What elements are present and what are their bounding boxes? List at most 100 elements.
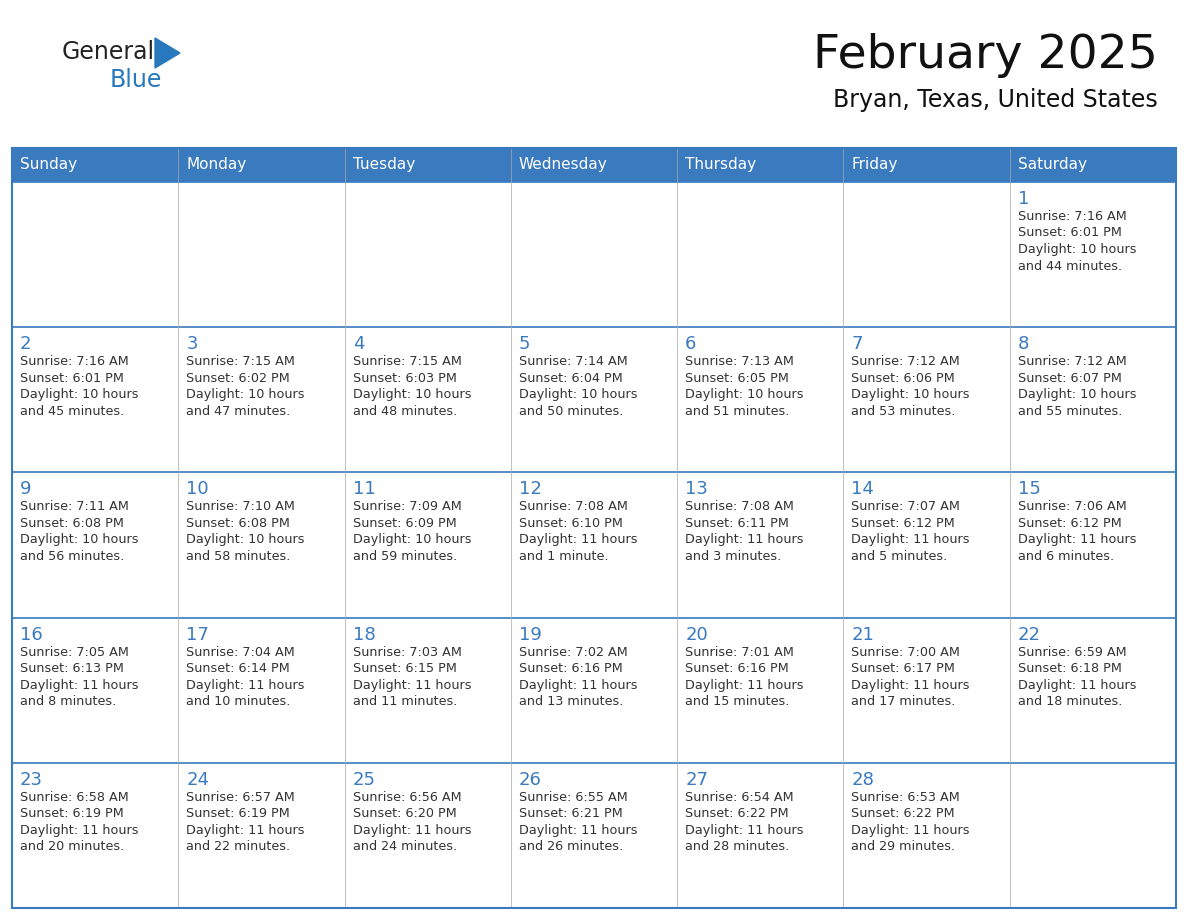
Text: Sunrise: 7:08 AM: Sunrise: 7:08 AM	[685, 500, 794, 513]
Text: Sunrise: 7:16 AM: Sunrise: 7:16 AM	[1018, 210, 1126, 223]
Text: Sunrise: 7:12 AM: Sunrise: 7:12 AM	[852, 355, 960, 368]
Text: 21: 21	[852, 625, 874, 644]
Text: Daylight: 11 hours: Daylight: 11 hours	[685, 823, 803, 837]
Text: Sunset: 6:22 PM: Sunset: 6:22 PM	[852, 807, 955, 821]
Text: Sunrise: 6:55 AM: Sunrise: 6:55 AM	[519, 790, 627, 804]
Text: Sunset: 6:15 PM: Sunset: 6:15 PM	[353, 662, 456, 675]
Text: Sunset: 6:13 PM: Sunset: 6:13 PM	[20, 662, 124, 675]
Text: Daylight: 10 hours: Daylight: 10 hours	[353, 388, 472, 401]
Text: 3: 3	[187, 335, 197, 353]
Text: Sunset: 6:01 PM: Sunset: 6:01 PM	[1018, 227, 1121, 240]
Text: Tuesday: Tuesday	[353, 158, 415, 173]
Text: 27: 27	[685, 771, 708, 789]
Text: Daylight: 11 hours: Daylight: 11 hours	[685, 678, 803, 691]
Text: and 15 minutes.: and 15 minutes.	[685, 695, 790, 708]
Text: 7: 7	[852, 335, 862, 353]
Text: and 58 minutes.: and 58 minutes.	[187, 550, 291, 563]
Text: Sunrise: 7:07 AM: Sunrise: 7:07 AM	[852, 500, 960, 513]
Text: Sunrise: 7:13 AM: Sunrise: 7:13 AM	[685, 355, 794, 368]
Text: Sunrise: 7:11 AM: Sunrise: 7:11 AM	[20, 500, 128, 513]
Text: Sunset: 6:19 PM: Sunset: 6:19 PM	[187, 807, 290, 821]
Text: Sunset: 6:20 PM: Sunset: 6:20 PM	[353, 807, 456, 821]
Text: 10: 10	[187, 480, 209, 498]
Text: Sunset: 6:18 PM: Sunset: 6:18 PM	[1018, 662, 1121, 675]
Text: Daylight: 10 hours: Daylight: 10 hours	[20, 533, 139, 546]
Text: and 10 minutes.: and 10 minutes.	[187, 695, 291, 708]
Text: Daylight: 11 hours: Daylight: 11 hours	[353, 678, 472, 691]
Text: Sunrise: 6:58 AM: Sunrise: 6:58 AM	[20, 790, 128, 804]
Text: Sunrise: 7:04 AM: Sunrise: 7:04 AM	[187, 645, 295, 658]
Text: Saturday: Saturday	[1018, 158, 1087, 173]
Text: Sunrise: 7:08 AM: Sunrise: 7:08 AM	[519, 500, 627, 513]
Text: Sunset: 6:03 PM: Sunset: 6:03 PM	[353, 372, 456, 385]
Text: Daylight: 11 hours: Daylight: 11 hours	[685, 533, 803, 546]
Text: and 51 minutes.: and 51 minutes.	[685, 405, 790, 418]
Text: Sunrise: 6:54 AM: Sunrise: 6:54 AM	[685, 790, 794, 804]
Text: and 24 minutes.: and 24 minutes.	[353, 840, 456, 854]
Text: Sunset: 6:16 PM: Sunset: 6:16 PM	[519, 662, 623, 675]
Text: and 17 minutes.: and 17 minutes.	[852, 695, 956, 708]
Text: Sunrise: 7:15 AM: Sunrise: 7:15 AM	[187, 355, 295, 368]
Text: 2: 2	[20, 335, 32, 353]
Text: Sunrise: 7:09 AM: Sunrise: 7:09 AM	[353, 500, 461, 513]
Text: Daylight: 10 hours: Daylight: 10 hours	[353, 533, 472, 546]
Text: and 45 minutes.: and 45 minutes.	[20, 405, 125, 418]
Text: Daylight: 11 hours: Daylight: 11 hours	[852, 678, 969, 691]
Text: 17: 17	[187, 625, 209, 644]
Text: Sunrise: 7:15 AM: Sunrise: 7:15 AM	[353, 355, 461, 368]
Text: Daylight: 11 hours: Daylight: 11 hours	[519, 533, 637, 546]
Text: Daylight: 10 hours: Daylight: 10 hours	[20, 388, 139, 401]
Text: Sunset: 6:02 PM: Sunset: 6:02 PM	[187, 372, 290, 385]
Text: and 22 minutes.: and 22 minutes.	[187, 840, 290, 854]
Text: Daylight: 10 hours: Daylight: 10 hours	[519, 388, 637, 401]
Text: 8: 8	[1018, 335, 1029, 353]
Text: General: General	[62, 40, 156, 64]
Text: and 3 minutes.: and 3 minutes.	[685, 550, 782, 563]
Text: and 20 minutes.: and 20 minutes.	[20, 840, 125, 854]
Text: Sunset: 6:12 PM: Sunset: 6:12 PM	[1018, 517, 1121, 530]
Text: Daylight: 10 hours: Daylight: 10 hours	[187, 388, 305, 401]
Text: Sunset: 6:19 PM: Sunset: 6:19 PM	[20, 807, 124, 821]
Text: 18: 18	[353, 625, 375, 644]
Text: Daylight: 11 hours: Daylight: 11 hours	[1018, 533, 1136, 546]
Text: Sunrise: 7:01 AM: Sunrise: 7:01 AM	[685, 645, 794, 658]
Text: Sunset: 6:21 PM: Sunset: 6:21 PM	[519, 807, 623, 821]
Text: 23: 23	[20, 771, 43, 789]
Text: Sunset: 6:08 PM: Sunset: 6:08 PM	[187, 517, 290, 530]
Text: Sunrise: 7:00 AM: Sunrise: 7:00 AM	[852, 645, 960, 658]
Text: Daylight: 11 hours: Daylight: 11 hours	[187, 678, 305, 691]
Text: Sunrise: 7:16 AM: Sunrise: 7:16 AM	[20, 355, 128, 368]
Text: and 26 minutes.: and 26 minutes.	[519, 840, 623, 854]
Text: Sunset: 6:08 PM: Sunset: 6:08 PM	[20, 517, 124, 530]
Text: Daylight: 10 hours: Daylight: 10 hours	[1018, 388, 1136, 401]
Text: Sunset: 6:14 PM: Sunset: 6:14 PM	[187, 662, 290, 675]
Text: 16: 16	[20, 625, 43, 644]
Text: Sunday: Sunday	[20, 158, 77, 173]
Text: and 44 minutes.: and 44 minutes.	[1018, 260, 1121, 273]
Text: Sunset: 6:09 PM: Sunset: 6:09 PM	[353, 517, 456, 530]
Text: Daylight: 11 hours: Daylight: 11 hours	[1018, 678, 1136, 691]
Text: Daylight: 11 hours: Daylight: 11 hours	[353, 823, 472, 837]
Text: Sunset: 6:12 PM: Sunset: 6:12 PM	[852, 517, 955, 530]
Text: Sunrise: 7:14 AM: Sunrise: 7:14 AM	[519, 355, 627, 368]
Text: Thursday: Thursday	[685, 158, 757, 173]
Text: Sunset: 6:22 PM: Sunset: 6:22 PM	[685, 807, 789, 821]
Text: 22: 22	[1018, 625, 1041, 644]
Text: Sunset: 6:01 PM: Sunset: 6:01 PM	[20, 372, 124, 385]
Text: Daylight: 11 hours: Daylight: 11 hours	[852, 823, 969, 837]
Text: Blue: Blue	[110, 68, 163, 92]
Text: Bryan, Texas, United States: Bryan, Texas, United States	[833, 88, 1158, 112]
Text: and 28 minutes.: and 28 minutes.	[685, 840, 789, 854]
Text: Sunrise: 7:05 AM: Sunrise: 7:05 AM	[20, 645, 128, 658]
Text: and 6 minutes.: and 6 minutes.	[1018, 550, 1114, 563]
Text: 12: 12	[519, 480, 542, 498]
Text: 26: 26	[519, 771, 542, 789]
Text: Sunset: 6:07 PM: Sunset: 6:07 PM	[1018, 372, 1121, 385]
Text: Daylight: 10 hours: Daylight: 10 hours	[852, 388, 969, 401]
Text: 1: 1	[1018, 190, 1029, 208]
Text: Daylight: 11 hours: Daylight: 11 hours	[519, 823, 637, 837]
Text: and 53 minutes.: and 53 minutes.	[852, 405, 956, 418]
Bar	[12, 148, 1176, 182]
Text: Sunrise: 6:59 AM: Sunrise: 6:59 AM	[1018, 645, 1126, 658]
Text: Daylight: 10 hours: Daylight: 10 hours	[187, 533, 305, 546]
